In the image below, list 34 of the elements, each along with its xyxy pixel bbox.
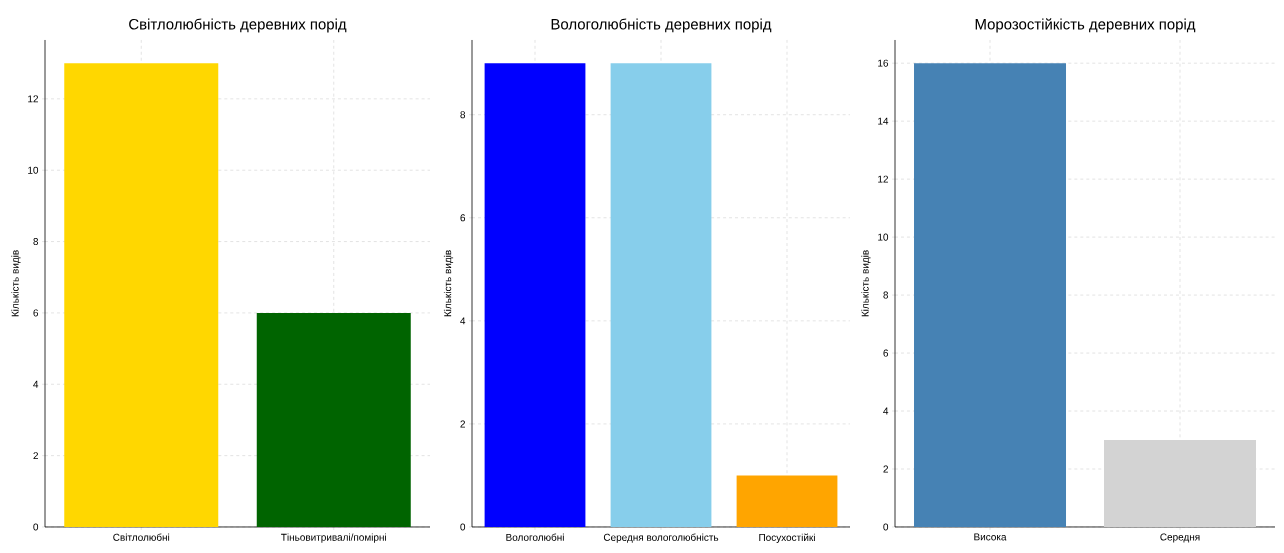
y-tick-label: 8	[33, 238, 39, 246]
x-tick-label: Середня	[1160, 533, 1200, 543]
y-tick-label: 12	[878, 175, 888, 183]
y-axis-title: Кількість видів	[861, 250, 871, 317]
y-tick-label: 14	[878, 117, 889, 125]
y-axis-title: Кількість видів	[443, 250, 454, 317]
x-tick-label: Висока	[974, 533, 1007, 541]
chart-title: Морозостійкість деревних порід	[975, 18, 1196, 33]
y-tick-label: 4	[33, 380, 39, 388]
y-tick-label: 10	[878, 233, 889, 241]
y-tick-label: 2	[460, 420, 465, 428]
y-tick-label: 6	[33, 309, 39, 317]
chart-title: Вологолюбність деревних порід	[551, 18, 772, 33]
y-tick-label: 0	[883, 523, 889, 531]
y-tick-label: 4	[883, 407, 889, 415]
y-tick-label: 2	[883, 465, 888, 473]
y-tick-label: 4	[460, 317, 466, 325]
y-tick-label: 6	[460, 214, 466, 222]
y-tick-label: 6	[883, 349, 889, 357]
y-tick-label: 16	[878, 59, 889, 67]
y-tick-label: 10	[28, 166, 39, 174]
x-tick-label: Світлолюбні	[113, 533, 170, 541]
y-tick-label: 8	[883, 291, 889, 299]
x-tick-label: Тіньовитривалі/помірні	[281, 533, 386, 543]
y-tick-label: 0	[33, 523, 39, 531]
y-tick-label: 0	[460, 523, 466, 531]
chart-title: Світлолюбність деревних порід	[129, 18, 347, 33]
y-tick-label: 2	[33, 452, 38, 460]
x-tick-label: Середня вологолюбність	[603, 533, 719, 543]
y-tick-label: 8	[460, 111, 466, 119]
y-axis-title: Кількість видів	[11, 250, 21, 317]
x-tick-label: Посухостійкі	[759, 533, 815, 543]
y-tick-label: 12	[28, 95, 38, 103]
x-tick-label: Вологолюбні	[506, 533, 564, 541]
